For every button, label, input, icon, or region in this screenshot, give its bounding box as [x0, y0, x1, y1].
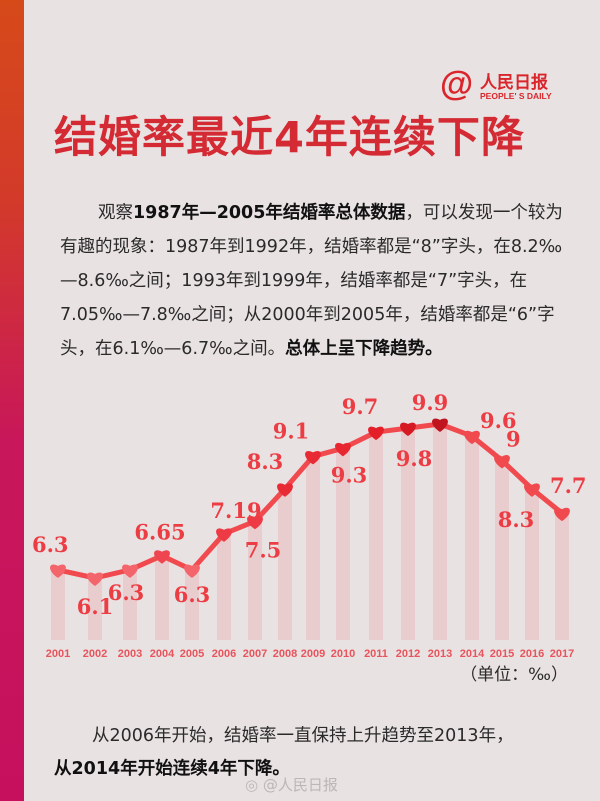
year-label: 2007	[243, 648, 267, 660]
conclusion-bold: 从2014年开始连续4年下降。	[54, 759, 290, 779]
year-label: 2003	[118, 648, 142, 660]
bar-2004	[155, 555, 169, 640]
intro-bold-2: 总体上呈下降趋势。	[285, 339, 443, 359]
bar-2011	[369, 432, 383, 640]
bar-2010	[336, 448, 350, 640]
background-bars	[51, 424, 569, 640]
bar-2015	[495, 460, 509, 640]
year-label: 2016	[520, 648, 544, 660]
peoples-daily-logo: @ 人民日报 PEOPLE' S DAILY	[440, 66, 565, 106]
intro-bold-1: 1987年—2005年结婚率总体数据	[133, 203, 406, 223]
bar-2012	[401, 428, 415, 640]
side-accent-bar	[0, 0, 24, 801]
value-label: 9.9	[412, 390, 449, 415]
heart-marker-icon	[87, 572, 103, 586]
page-title: 结婚率最近4年连续下降	[54, 113, 525, 163]
year-label: 2006	[212, 648, 236, 660]
bar-2009	[306, 456, 320, 640]
intro-paragraph: 观察1987年—2005年结婚率总体数据，可以发现一个较为有趣的现象：1987年…	[60, 196, 570, 366]
year-label: 2017	[550, 648, 574, 660]
weibo-watermark: ◎ @人民日报	[245, 776, 338, 794]
year-label: 2010	[331, 648, 355, 660]
marriage-rate-chart: 6.36.16.36.656.37.197.58.39.19.39.79.89.…	[32, 390, 587, 660]
heart-marker-icon	[277, 483, 293, 497]
heart-marker-icon	[184, 564, 200, 578]
year-label: 2004	[150, 648, 175, 660]
heart-marker-icon	[247, 515, 263, 530]
year-label: 2009	[301, 648, 325, 660]
unit-label: （单位：‰）	[460, 665, 568, 685]
bar-2014	[465, 436, 479, 640]
bar-2016	[525, 488, 539, 640]
heart-marker-icon	[464, 430, 480, 445]
bar-2001	[51, 569, 65, 640]
year-label: 2012	[396, 648, 420, 660]
value-label: 9.1	[273, 418, 310, 443]
year-axis-labels: 2001 2002 2003 2004 2005 2006 2007 2008 2009 2010…	[46, 648, 574, 660]
heart-marker-icon	[432, 418, 448, 432]
bar-2017	[555, 513, 569, 640]
logo-name-cn: 人民日报	[480, 73, 548, 93]
value-label: 6.3	[108, 580, 145, 605]
heart-marker-icon	[50, 564, 66, 578]
bar-2003	[123, 569, 137, 640]
year-label: 2011	[364, 648, 388, 660]
value-label: 9.8	[396, 446, 433, 471]
value-label: 7.7	[550, 473, 587, 498]
heart-marker-icon	[524, 483, 540, 497]
value-label: 9.6	[480, 408, 517, 433]
value-labels: 6.36.16.36.656.37.197.58.39.19.39.79.89.…	[32, 390, 587, 619]
heart-marker-icon	[335, 442, 351, 457]
value-label: 7.5	[245, 537, 282, 562]
year-label: 2015	[490, 648, 514, 660]
year-label: 2014	[460, 648, 485, 660]
conclusion-text: 从2006年开始，结婚率一直保持上升趋势至2013年，	[92, 726, 514, 746]
heart-marker-icon	[554, 507, 570, 522]
value-label: 9	[506, 426, 521, 451]
value-label: 6.1	[77, 594, 114, 619]
year-label: 2013	[428, 648, 452, 660]
year-label: 2001	[46, 648, 70, 660]
heart-marker-icon	[122, 564, 138, 578]
heart-marker-icon	[216, 528, 232, 542]
intro-text: ，可以发现一个较为有趣的现象：1987年到1992年，结婚率都是“8”字头，在8…	[60, 203, 563, 359]
value-label: 8.3	[498, 507, 535, 532]
year-label: 2005	[180, 648, 204, 660]
bar-2002	[88, 578, 102, 640]
value-label: 9.7	[342, 394, 379, 419]
year-label: 2002	[83, 648, 107, 660]
heart-markers	[50, 418, 570, 586]
heart-marker-icon	[400, 422, 416, 437]
value-label: 8.3	[247, 449, 284, 474]
bar-2005	[185, 569, 199, 640]
intro-lead: 观察	[98, 203, 133, 223]
weibo-icon: ◎	[245, 776, 263, 794]
year-label: 2008	[273, 648, 297, 660]
value-label: 6.3	[174, 582, 211, 607]
heart-marker-icon	[154, 550, 170, 564]
conclusion-paragraph: 从2006年开始，结婚率一直保持上升趋势至2013年， 从2014年开始连续4年…	[54, 720, 574, 786]
value-label: 9.3	[331, 462, 368, 487]
heart-marker-icon	[494, 455, 510, 469]
heart-marker-icon	[368, 426, 384, 441]
bar-2013	[433, 424, 447, 640]
bar-2008	[278, 488, 292, 640]
heart-marker-icon	[305, 450, 321, 465]
value-label: 6.65	[134, 520, 185, 545]
logo-name-en: PEOPLE' S DAILY	[480, 91, 552, 101]
bar-2006	[217, 533, 231, 640]
value-label: 7.19	[210, 498, 261, 523]
bar-2007	[248, 521, 262, 640]
at-logo-icon: @	[440, 65, 474, 103]
value-label: 6.3	[32, 532, 69, 557]
